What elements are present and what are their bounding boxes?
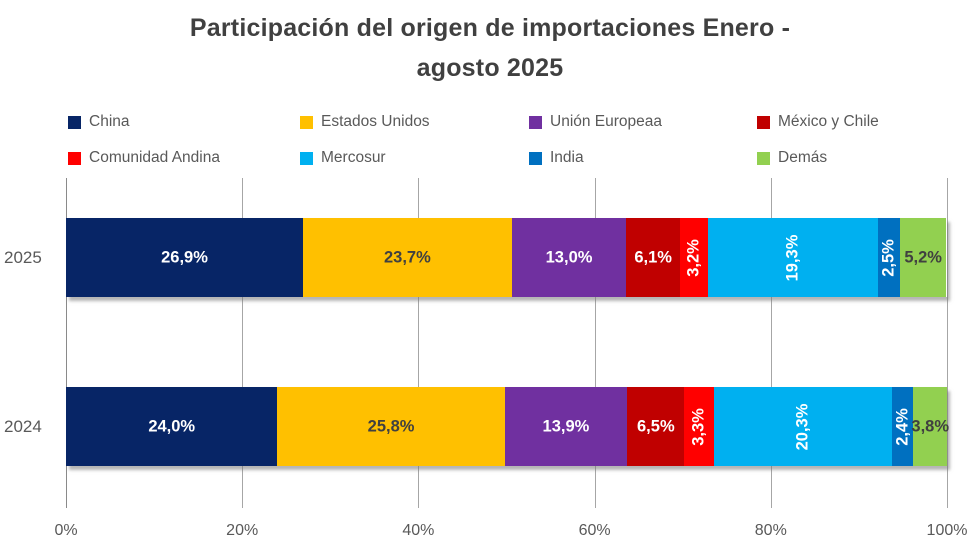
data-label: 13,0%	[545, 248, 593, 266]
legend-label: Estados Unidos	[321, 113, 430, 130]
segment-2025-india: 2,5%	[878, 218, 901, 297]
x-tick-label: 100%	[926, 522, 968, 539]
chart-title-line1: Participación del origen de importacione…	[189, 14, 791, 42]
legend-swatch-icon	[757, 151, 770, 165]
legend-label: México y Chile	[778, 113, 879, 130]
legend-label: Mercosur	[321, 149, 386, 166]
x-tick-label: 40%	[402, 522, 435, 539]
legend-item: México y Chile	[757, 110, 879, 134]
segment-2024-méxico-y-chile: 6,5%	[627, 387, 685, 466]
data-label: 3,8%	[911, 417, 950, 435]
segment-2025-estados-unidos: 23,7%	[302, 218, 512, 297]
legend-label: Comunidad Andina	[89, 149, 220, 166]
x-tick-label: 60%	[578, 522, 611, 539]
segment-2024-china: 24,0%	[66, 387, 278, 466]
gridline	[242, 178, 244, 508]
gridline	[418, 178, 420, 508]
value-axis: 0% 20% 40% 60% 80% 100%	[0, 522, 980, 546]
legend-swatch-icon	[68, 115, 81, 129]
data-label: 20,3%	[793, 403, 812, 450]
segment-2024-demás: 3,8%	[911, 387, 950, 466]
legend-swatch-icon	[300, 151, 313, 165]
legend-label: Demás	[778, 149, 828, 166]
segment-2024-estados-unidos: 25,8%	[277, 387, 505, 466]
chart-legend: China Estados Unidos Unión Europeaa México …	[0, 110, 980, 176]
gridline	[594, 178, 596, 508]
segment-2024-india: 2,4%	[892, 387, 914, 466]
y-axis-line	[66, 178, 67, 508]
legend-swatch-icon	[300, 115, 313, 129]
data-label: 26,9%	[161, 248, 208, 266]
segment-2025-china: 26,9%	[66, 218, 303, 297]
data-label: 3,2%	[684, 238, 703, 277]
x-tick-label: 80%	[754, 522, 787, 539]
legend-item: Mercosur	[300, 146, 386, 170]
legend-swatch-icon	[757, 115, 770, 129]
legend-label: India	[550, 149, 584, 166]
segment-2025-unión-europeaa: 13,0%	[511, 218, 627, 297]
segment-2025-demás: 5,2%	[900, 218, 947, 297]
segment-2025-mercosur: 19,3%	[708, 218, 879, 297]
bar-2025: 26,9% 23,7% 13,0% 6,1% 3,2% 19,3% 2,5% 5,2%	[66, 218, 947, 297]
data-label: 24,0%	[148, 417, 196, 435]
data-label: 13,9%	[542, 417, 590, 435]
chart-title: Participación del origen de importacione…	[80, 8, 900, 88]
segment-2025-comunidad-andina: 3,2%	[680, 218, 709, 297]
segment-2024-comunidad-andina: 3,3%	[684, 387, 714, 466]
data-label: 2,5%	[879, 238, 898, 277]
data-label: 2,4%	[893, 407, 912, 446]
legend-item: Estados Unidos	[300, 110, 430, 134]
legend-item: Demás	[757, 146, 827, 170]
legend-swatch-icon	[529, 115, 542, 129]
data-label: 6,5%	[637, 417, 675, 435]
legend-label: China	[89, 113, 130, 130]
chart-title-line2: agosto 2025	[416, 54, 564, 82]
legend-swatch-icon	[529, 151, 542, 165]
segment-2025-méxico-y-chile: 6,1%	[626, 218, 681, 297]
data-label: 6,1%	[634, 248, 672, 266]
plot-area: 26,9% 23,7% 13,0% 6,1% 3,2% 19,3% 2,5% 5,2% 24,0…	[66, 178, 950, 508]
bar-2024: 24,0% 25,8% 13,9% 6,5% 3,3% 20,3% 2,4% 3,8%	[66, 387, 950, 466]
gridline	[947, 178, 948, 508]
data-label: 3,3%	[689, 407, 708, 446]
legend-swatch-icon	[68, 151, 81, 165]
legend-item: Comunidad Andina	[68, 146, 220, 170]
category-label-2025: 2025	[4, 248, 42, 267]
x-tick-label: 20%	[226, 522, 259, 539]
legend-item: China	[68, 110, 130, 134]
legend-label: Unión Europeaa	[550, 113, 663, 130]
category-label-2024: 2024	[4, 417, 42, 436]
segment-2024-unión-europeaa: 13,9%	[504, 387, 628, 466]
gridline	[770, 178, 772, 508]
legend-item: Unión Europeaa	[529, 110, 662, 134]
data-label: 25,8%	[367, 417, 415, 435]
data-label: 23,7%	[383, 248, 431, 266]
legend-item: India	[529, 146, 584, 170]
x-tick-label: 0%	[54, 522, 78, 539]
data-label: 5,2%	[904, 248, 942, 266]
segment-2024-mercosur: 20,3%	[713, 387, 893, 466]
data-label: 19,3%	[783, 234, 802, 281]
